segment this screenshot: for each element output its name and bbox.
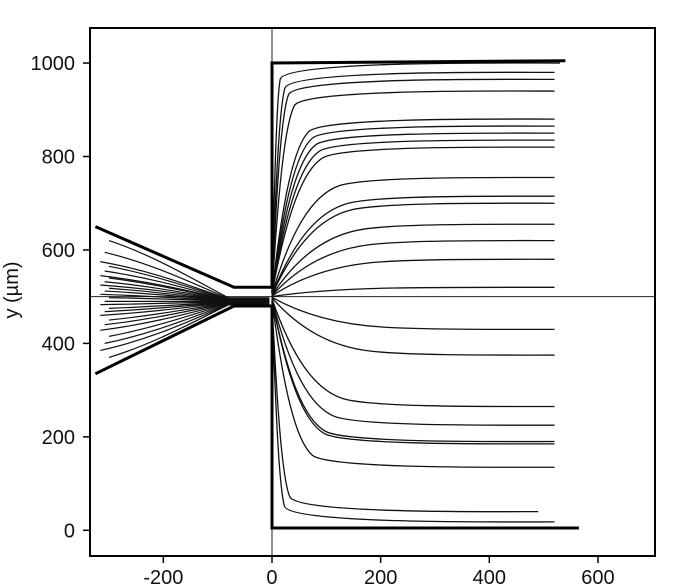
streamline [271, 298, 555, 408]
streamline [271, 176, 555, 295]
streamline [104, 303, 270, 344]
streamline [271, 301, 555, 523]
x-tick-label: -200 [143, 567, 183, 588]
streamline [271, 299, 555, 443]
streamline [271, 90, 555, 293]
streamline [271, 125, 555, 294]
plot-area [90, 28, 655, 556]
plot-frame [89, 27, 656, 557]
streamline [271, 62, 560, 293]
streamline [271, 299, 555, 426]
streamline [271, 202, 555, 296]
streamline [271, 78, 555, 293]
x-tick-label: 200 [364, 567, 397, 588]
y-tick-label: 800 [42, 146, 75, 168]
streamline [271, 195, 555, 295]
y-axis-label: y (µm) [1, 261, 23, 318]
channel-wall-lower [94, 304, 579, 530]
streamline [271, 299, 555, 445]
x-tick-label: 400 [473, 567, 506, 588]
streamline [271, 223, 555, 296]
streamline [271, 71, 555, 293]
y-tick-label: 400 [42, 333, 75, 355]
streamline [271, 239, 555, 296]
streamline [271, 146, 555, 294]
x-tick-label: 600 [581, 567, 614, 588]
channel-wall-upper [94, 59, 566, 289]
y-tick-label: 1000 [31, 53, 76, 75]
streamline [271, 132, 555, 294]
axes: -200 0 200 400 600 0 200 400 600 800 1000 [31, 27, 656, 588]
streamline [271, 300, 555, 468]
y-tick-label: 200 [42, 427, 75, 449]
streamline [108, 304, 270, 358]
x-tick-label: 0 [266, 567, 277, 588]
streamline [271, 286, 555, 298]
y-tick-label: 0 [64, 520, 75, 542]
y-tick-label: 600 [42, 240, 75, 262]
streamline [271, 139, 555, 294]
streamline [271, 118, 555, 294]
streamline [100, 303, 270, 351]
streamline [108, 302, 270, 337]
streamline [104, 251, 270, 300]
streamline [271, 296, 555, 331]
streamline [271, 297, 555, 356]
streamline [271, 258, 555, 297]
streamline [271, 300, 539, 513]
streamline [108, 240, 270, 299]
